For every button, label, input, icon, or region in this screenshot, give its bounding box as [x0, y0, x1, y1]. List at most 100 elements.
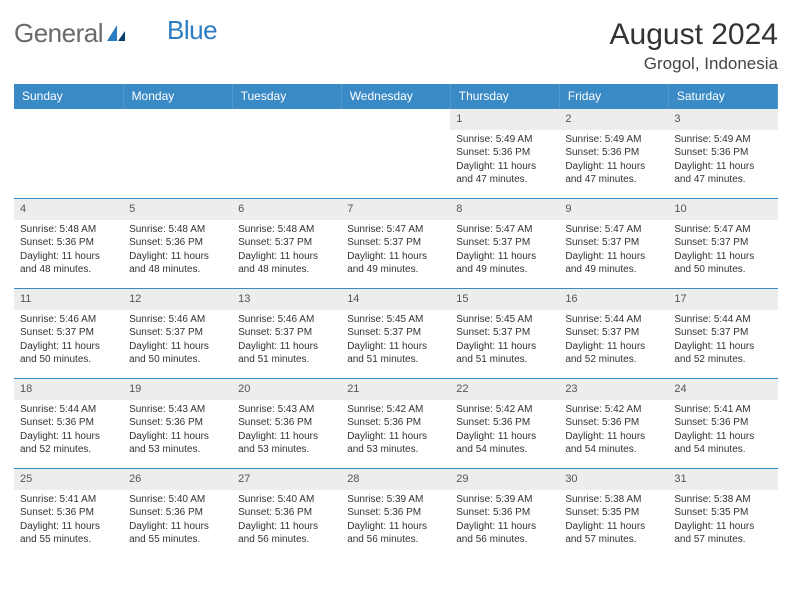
calendar-cell: 2Sunrise: 5:49 AMSunset: 5:36 PMDaylight…: [559, 109, 668, 199]
day-number: 29: [450, 469, 559, 490]
day-number: 12: [123, 289, 232, 310]
calendar-row: 25Sunrise: 5:41 AMSunset: 5:36 PMDayligh…: [14, 469, 778, 559]
calendar-cell: ..: [123, 109, 232, 199]
day-number: 2: [559, 109, 668, 130]
day-number: 7: [341, 199, 450, 220]
day-number: 30: [559, 469, 668, 490]
calendar-cell: 4Sunrise: 5:48 AMSunset: 5:36 PMDaylight…: [14, 199, 123, 289]
day-number: 10: [668, 199, 777, 220]
day-number: 21: [341, 379, 450, 400]
calendar-row: 11Sunrise: 5:46 AMSunset: 5:37 PMDayligh…: [14, 289, 778, 379]
day-number: 17: [668, 289, 777, 310]
weekday-header-row: Sunday Monday Tuesday Wednesday Thursday…: [14, 84, 778, 109]
day-info: Sunrise: 5:45 AMSunset: 5:37 PMDaylight:…: [341, 310, 450, 371]
day-info: Sunrise: 5:46 AMSunset: 5:37 PMDaylight:…: [14, 310, 123, 371]
calendar-cell: 12Sunrise: 5:46 AMSunset: 5:37 PMDayligh…: [123, 289, 232, 379]
day-number: 15: [450, 289, 559, 310]
day-info: Sunrise: 5:38 AMSunset: 5:35 PMDaylight:…: [668, 490, 777, 551]
day-number: 8: [450, 199, 559, 220]
day-number: 14: [341, 289, 450, 310]
day-number: 23: [559, 379, 668, 400]
day-number: 5: [123, 199, 232, 220]
calendar-row: ........1Sunrise: 5:49 AMSunset: 5:36 PM…: [14, 109, 778, 199]
day-info: Sunrise: 5:48 AMSunset: 5:36 PMDaylight:…: [14, 220, 123, 281]
day-number: 26: [123, 469, 232, 490]
day-number: 6: [232, 199, 341, 220]
day-number: 4: [14, 199, 123, 220]
day-info: Sunrise: 5:49 AMSunset: 5:36 PMDaylight:…: [559, 130, 668, 191]
day-info: Sunrise: 5:39 AMSunset: 5:36 PMDaylight:…: [450, 490, 559, 551]
calendar-cell: 7Sunrise: 5:47 AMSunset: 5:37 PMDaylight…: [341, 199, 450, 289]
calendar-cell: 22Sunrise: 5:42 AMSunset: 5:36 PMDayligh…: [450, 379, 559, 469]
day-number: 25: [14, 469, 123, 490]
day-info: Sunrise: 5:46 AMSunset: 5:37 PMDaylight:…: [123, 310, 232, 371]
calendar-cell: ..: [14, 109, 123, 199]
calendar-cell: 19Sunrise: 5:43 AMSunset: 5:36 PMDayligh…: [123, 379, 232, 469]
calendar-cell: 30Sunrise: 5:38 AMSunset: 5:35 PMDayligh…: [559, 469, 668, 559]
calendar-cell: 18Sunrise: 5:44 AMSunset: 5:36 PMDayligh…: [14, 379, 123, 469]
day-number: 11: [14, 289, 123, 310]
day-info: Sunrise: 5:48 AMSunset: 5:36 PMDaylight:…: [123, 220, 232, 281]
calendar-cell: 14Sunrise: 5:45 AMSunset: 5:37 PMDayligh…: [341, 289, 450, 379]
calendar-cell: 31Sunrise: 5:38 AMSunset: 5:35 PMDayligh…: [668, 469, 777, 559]
calendar-cell: 27Sunrise: 5:40 AMSunset: 5:36 PMDayligh…: [232, 469, 341, 559]
location: Grogol, Indonesia: [610, 54, 778, 74]
calendar-cell: 25Sunrise: 5:41 AMSunset: 5:36 PMDayligh…: [14, 469, 123, 559]
day-info: Sunrise: 5:38 AMSunset: 5:35 PMDaylight:…: [559, 490, 668, 551]
weekday-header: Monday: [123, 84, 232, 109]
day-info: Sunrise: 5:39 AMSunset: 5:36 PMDaylight:…: [341, 490, 450, 551]
day-info: Sunrise: 5:44 AMSunset: 5:37 PMDaylight:…: [668, 310, 777, 371]
calendar-cell: 9Sunrise: 5:47 AMSunset: 5:37 PMDaylight…: [559, 199, 668, 289]
day-info: Sunrise: 5:42 AMSunset: 5:36 PMDaylight:…: [450, 400, 559, 461]
day-info: Sunrise: 5:41 AMSunset: 5:36 PMDaylight:…: [14, 490, 123, 551]
calendar-cell: ..: [341, 109, 450, 199]
calendar-cell: 10Sunrise: 5:47 AMSunset: 5:37 PMDayligh…: [668, 199, 777, 289]
day-info: Sunrise: 5:43 AMSunset: 5:36 PMDaylight:…: [123, 400, 232, 461]
calendar-cell: 6Sunrise: 5:48 AMSunset: 5:37 PMDaylight…: [232, 199, 341, 289]
calendar-cell: 24Sunrise: 5:41 AMSunset: 5:36 PMDayligh…: [668, 379, 777, 469]
day-info: Sunrise: 5:42 AMSunset: 5:36 PMDaylight:…: [559, 400, 668, 461]
calendar-table: Sunday Monday Tuesday Wednesday Thursday…: [14, 84, 778, 559]
calendar-cell: ..: [232, 109, 341, 199]
day-number: 27: [232, 469, 341, 490]
weekday-header: Friday: [559, 84, 668, 109]
calendar-cell: 16Sunrise: 5:44 AMSunset: 5:37 PMDayligh…: [559, 289, 668, 379]
day-info: Sunrise: 5:49 AMSunset: 5:36 PMDaylight:…: [450, 130, 559, 191]
month-title: August 2024: [610, 18, 778, 52]
calendar-cell: 3Sunrise: 5:49 AMSunset: 5:36 PMDaylight…: [668, 109, 777, 199]
calendar-cell: 21Sunrise: 5:42 AMSunset: 5:36 PMDayligh…: [341, 379, 450, 469]
brand-part2: Blue: [167, 15, 217, 46]
calendar-cell: 15Sunrise: 5:45 AMSunset: 5:37 PMDayligh…: [450, 289, 559, 379]
calendar-cell: 8Sunrise: 5:47 AMSunset: 5:37 PMDaylight…: [450, 199, 559, 289]
calendar-body: ........1Sunrise: 5:49 AMSunset: 5:36 PM…: [14, 109, 778, 559]
day-info: Sunrise: 5:47 AMSunset: 5:37 PMDaylight:…: [668, 220, 777, 281]
day-info: Sunrise: 5:40 AMSunset: 5:36 PMDaylight:…: [232, 490, 341, 551]
calendar-cell: 20Sunrise: 5:43 AMSunset: 5:36 PMDayligh…: [232, 379, 341, 469]
day-info: Sunrise: 5:41 AMSunset: 5:36 PMDaylight:…: [668, 400, 777, 461]
day-number: 19: [123, 379, 232, 400]
day-number: 1: [450, 109, 559, 130]
day-number: 13: [232, 289, 341, 310]
sail-icon: [105, 23, 127, 43]
calendar-cell: 26Sunrise: 5:40 AMSunset: 5:36 PMDayligh…: [123, 469, 232, 559]
calendar-cell: 5Sunrise: 5:48 AMSunset: 5:36 PMDaylight…: [123, 199, 232, 289]
day-info: Sunrise: 5:42 AMSunset: 5:36 PMDaylight:…: [341, 400, 450, 461]
day-number: 20: [232, 379, 341, 400]
day-info: Sunrise: 5:40 AMSunset: 5:36 PMDaylight:…: [123, 490, 232, 551]
calendar-cell: 28Sunrise: 5:39 AMSunset: 5:36 PMDayligh…: [341, 469, 450, 559]
day-number: 24: [668, 379, 777, 400]
day-info: Sunrise: 5:45 AMSunset: 5:37 PMDaylight:…: [450, 310, 559, 371]
calendar-cell: 29Sunrise: 5:39 AMSunset: 5:36 PMDayligh…: [450, 469, 559, 559]
header: General Blue August 2024 Grogol, Indones…: [14, 18, 778, 74]
calendar-cell: 23Sunrise: 5:42 AMSunset: 5:36 PMDayligh…: [559, 379, 668, 469]
weekday-header: Thursday: [450, 84, 559, 109]
day-info: Sunrise: 5:43 AMSunset: 5:36 PMDaylight:…: [232, 400, 341, 461]
calendar-cell: 11Sunrise: 5:46 AMSunset: 5:37 PMDayligh…: [14, 289, 123, 379]
day-number: 22: [450, 379, 559, 400]
weekday-header: Wednesday: [341, 84, 450, 109]
brand-part1: General: [14, 18, 103, 49]
day-number: 16: [559, 289, 668, 310]
brand-logo: General Blue: [14, 18, 217, 49]
title-block: August 2024 Grogol, Indonesia: [610, 18, 778, 74]
day-info: Sunrise: 5:46 AMSunset: 5:37 PMDaylight:…: [232, 310, 341, 371]
